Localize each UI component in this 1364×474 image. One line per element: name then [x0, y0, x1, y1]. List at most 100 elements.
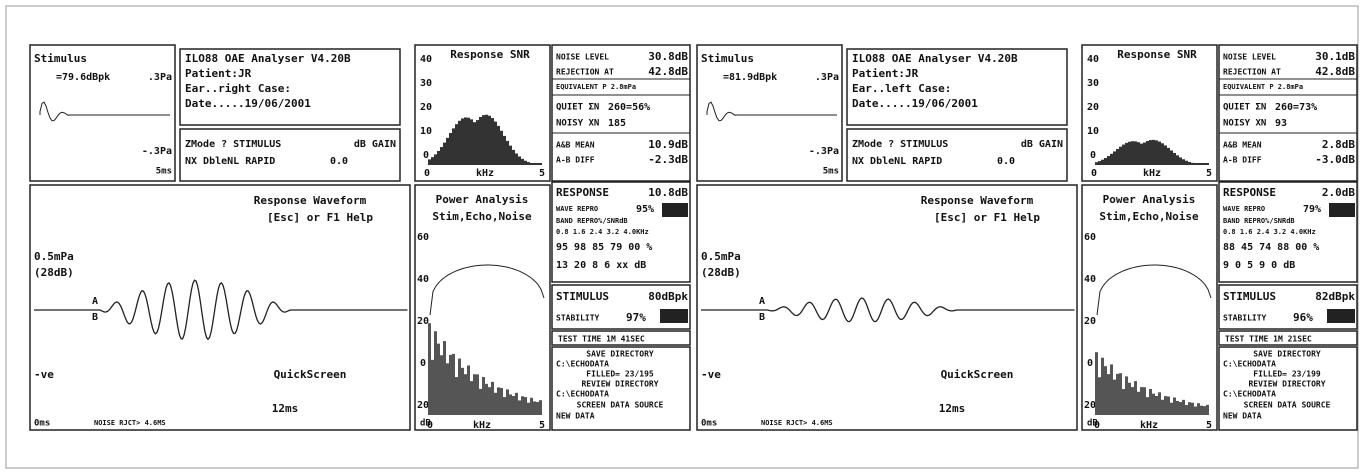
snr-bar	[515, 153, 518, 165]
label: Patient:JR	[185, 67, 252, 80]
label: Date.....19/06/2001	[185, 97, 311, 110]
label: A	[92, 296, 98, 307]
label: 5ms	[823, 167, 839, 177]
snr-bar	[446, 137, 449, 165]
label: NOISE RJCT> 4.6MS	[761, 419, 833, 427]
power-bar	[1122, 389, 1125, 415]
y-tick-label: 0	[1087, 358, 1093, 369]
label: Response SNR	[1117, 48, 1197, 61]
label: STIMULUS	[1223, 290, 1276, 303]
panel-box	[1218, 284, 1358, 330]
power-bar	[443, 341, 446, 415]
power-bar	[1197, 403, 1200, 415]
label: 0	[1094, 420, 1100, 431]
snr-bar	[503, 135, 506, 165]
power-bar	[1194, 406, 1197, 415]
label: 42.8dB	[648, 65, 688, 78]
power-bar	[1191, 402, 1194, 415]
label: 0.0	[997, 156, 1015, 167]
label: 0.8 1.6 2.4 3.2 4.0KHz	[556, 228, 649, 236]
indicator	[660, 309, 688, 323]
label: 95%	[636, 204, 654, 215]
y-tick-label: 20	[1084, 400, 1096, 411]
power-bar	[1098, 377, 1101, 415]
stimulus-trace	[706, 101, 837, 122]
label: REJECTION AT	[556, 68, 614, 77]
label: BAND REPRO%/SNRdB	[1223, 217, 1295, 225]
panel-box	[551, 44, 691, 182]
label: Stimulus	[701, 52, 754, 65]
label: RESPONSE	[1223, 186, 1276, 199]
panel-box	[551, 346, 691, 431]
label: C:\ECHODATA	[1223, 390, 1276, 399]
snr-bar	[1143, 142, 1146, 165]
snr-bar	[1131, 141, 1134, 165]
label: .3Pa	[815, 72, 839, 83]
snr-bar	[1164, 145, 1167, 165]
snr-bar	[1134, 141, 1137, 165]
y-tick-label: 30	[1087, 78, 1099, 89]
snr-bar	[530, 163, 533, 165]
power-bar	[536, 402, 539, 415]
label: 0.5mPa	[701, 250, 741, 263]
label: ZMode ? STIMULUS	[852, 139, 948, 150]
snr-bar	[506, 140, 509, 165]
power-bar	[1176, 400, 1179, 415]
snr-bar	[1101, 159, 1104, 165]
panel-box	[551, 181, 691, 283]
label: 0.8 1.6 2.4 3.2 4.0KHz	[1223, 228, 1316, 236]
snr-bar	[524, 160, 527, 165]
snr-bar	[1122, 144, 1125, 165]
label: NX DbleNL RAPID	[852, 156, 942, 167]
label: 12ms	[272, 402, 299, 415]
label: FILLED= 23/199	[1253, 370, 1321, 379]
snr-bar	[1167, 147, 1170, 165]
label: 5	[539, 168, 545, 179]
snr-bar	[467, 117, 470, 165]
snr-bar	[1161, 143, 1164, 165]
ear-panel: Stimulus =79.6dBpk .3Pa -.3Pa 5ms ILO88 OAE A…	[29, 44, 691, 431]
label: NOISE LEVEL	[1223, 53, 1276, 62]
snr-bar	[1113, 151, 1116, 165]
label: NOISE LEVEL	[556, 53, 609, 62]
label: 95 98 85 79 00 %	[556, 242, 652, 253]
snr-bar	[494, 121, 497, 165]
label: [Esc] or F1 Help	[934, 211, 1040, 224]
power-bar	[458, 358, 461, 415]
stimulus-spectrum	[1096, 264, 1212, 316]
y-tick-label: 20	[1084, 316, 1096, 327]
label: dB	[1087, 419, 1098, 429]
snr-bar	[497, 125, 500, 165]
label: -ve	[34, 368, 54, 381]
power-bar	[1182, 399, 1185, 415]
label: 260=56%	[608, 102, 650, 113]
snr-bar	[1107, 156, 1110, 165]
label: 2.0dB	[1322, 186, 1355, 199]
snr-bar	[476, 120, 479, 165]
panel-box	[1218, 330, 1358, 346]
power-bar	[434, 331, 437, 415]
snr-bar	[1104, 158, 1107, 165]
label: SCREEN DATA SOURCE	[577, 401, 664, 410]
snr-bar	[428, 159, 431, 165]
snr-bar	[1140, 143, 1143, 165]
snr-bar	[440, 147, 443, 165]
label: 30.1dB	[1315, 50, 1355, 63]
y-tick-label: 20	[420, 102, 432, 113]
power-bar	[1128, 382, 1131, 415]
snr-bar	[482, 115, 485, 165]
label: NEW DATA	[556, 412, 595, 421]
power-bar	[1125, 376, 1128, 415]
label: STABILITY	[1223, 314, 1267, 323]
label: EQUIVALENT P 2.8mPa	[556, 83, 636, 91]
label: Power Analysis	[436, 193, 529, 206]
label: REVIEW DIRECTORY	[581, 380, 658, 389]
label: 260=73%	[1275, 102, 1317, 113]
label: B	[92, 312, 98, 323]
label: dB GAIN	[1021, 139, 1063, 150]
power-bar	[1140, 387, 1143, 415]
power-bar	[1200, 405, 1203, 415]
snr-bar	[464, 117, 467, 165]
snr-bar	[1128, 141, 1131, 165]
y-tick-label: 40	[1084, 274, 1096, 285]
